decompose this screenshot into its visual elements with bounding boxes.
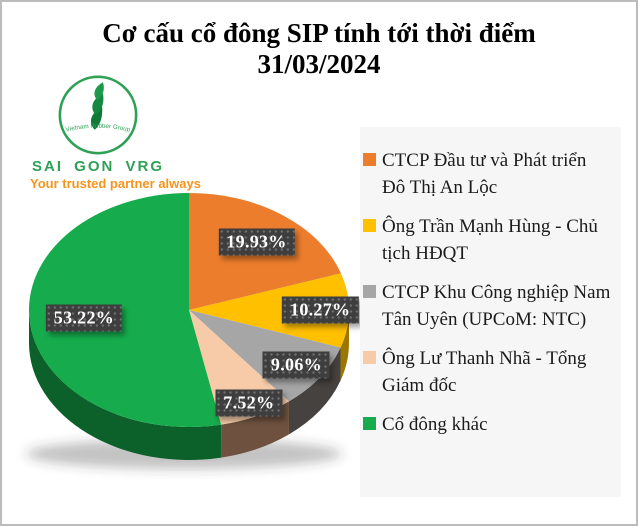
saigon-vrg-logo: Vietnam Rubber Group SAI GON VRG Your tr… <box>30 74 201 191</box>
legend-swatch-icon <box>363 219 376 232</box>
pie-slice-side-4 <box>29 310 222 460</box>
pie-label-2: 9.06% <box>262 351 330 379</box>
legend-label: CTCP Đầu tư và Phát triển Đô Thị An Lộc <box>382 150 587 198</box>
pie-label-0: 19.93% <box>218 228 295 256</box>
logo-company-name: SAI GON VRG <box>31 158 164 175</box>
legend-item-3: Ông Lư Thanh Nhã - Tổng Giám đốc <box>363 345 611 399</box>
pie-slice-side-1 <box>340 310 349 381</box>
chart-title: Cơ cấu cổ đông SIP tính tới thời điểm 31… <box>2 18 636 80</box>
legend-swatch-icon <box>363 417 376 430</box>
pie-slice-4 <box>28 193 222 427</box>
vrg-leaf-logo-icon: Vietnam Rubber Group <box>58 75 138 155</box>
pie-label-4: 53.22% <box>45 304 123 332</box>
chart-legend: CTCP Đầu tư và Phát triển Đô Thị An Lộc Ô… <box>360 127 621 497</box>
legend-label: Ông Trần Mạnh Hùng - Chủ tịch HĐQT <box>382 216 598 264</box>
legend-item-1: Ông Trần Mạnh Hùng - Chủ tịch HĐQT <box>363 213 611 267</box>
svg-text:Vietnam Rubber Group: Vietnam Rubber Group <box>65 123 131 134</box>
pie-label-3: 7.52% <box>215 389 283 417</box>
pie-label-1: 10.27% <box>282 296 359 324</box>
legend-label: Ông Lư Thanh Nhã - Tổng Giám đốc <box>382 348 587 396</box>
legend-swatch-icon <box>363 285 376 298</box>
logo-circle-text: Vietnam Rubber Group <box>65 123 131 134</box>
logo-tagline: Your trusted partner always <box>30 176 201 191</box>
legend-item-0: CTCP Đầu tư và Phát triển Đô Thị An Lộc <box>363 147 611 201</box>
legend-swatch-icon <box>363 153 376 166</box>
legend-label: Cổ đông khác <box>382 414 488 435</box>
legend-item-4: Cổ đông khác <box>363 411 611 438</box>
pie-slice-1 <box>189 273 350 348</box>
legend-label: CTCP Khu Công nghiệp Nam Tân Uyên (UPCoM… <box>382 282 611 330</box>
chart-title-line1: Cơ cấu cổ đông SIP tính tới thời điểm <box>102 18 536 48</box>
legend-swatch-icon <box>363 351 376 364</box>
legend-item-2: CTCP Khu Công nghiệp Nam Tân Uyên (UPCoM… <box>363 279 611 333</box>
chart-title-line2: 31/03/2024 <box>257 49 381 79</box>
